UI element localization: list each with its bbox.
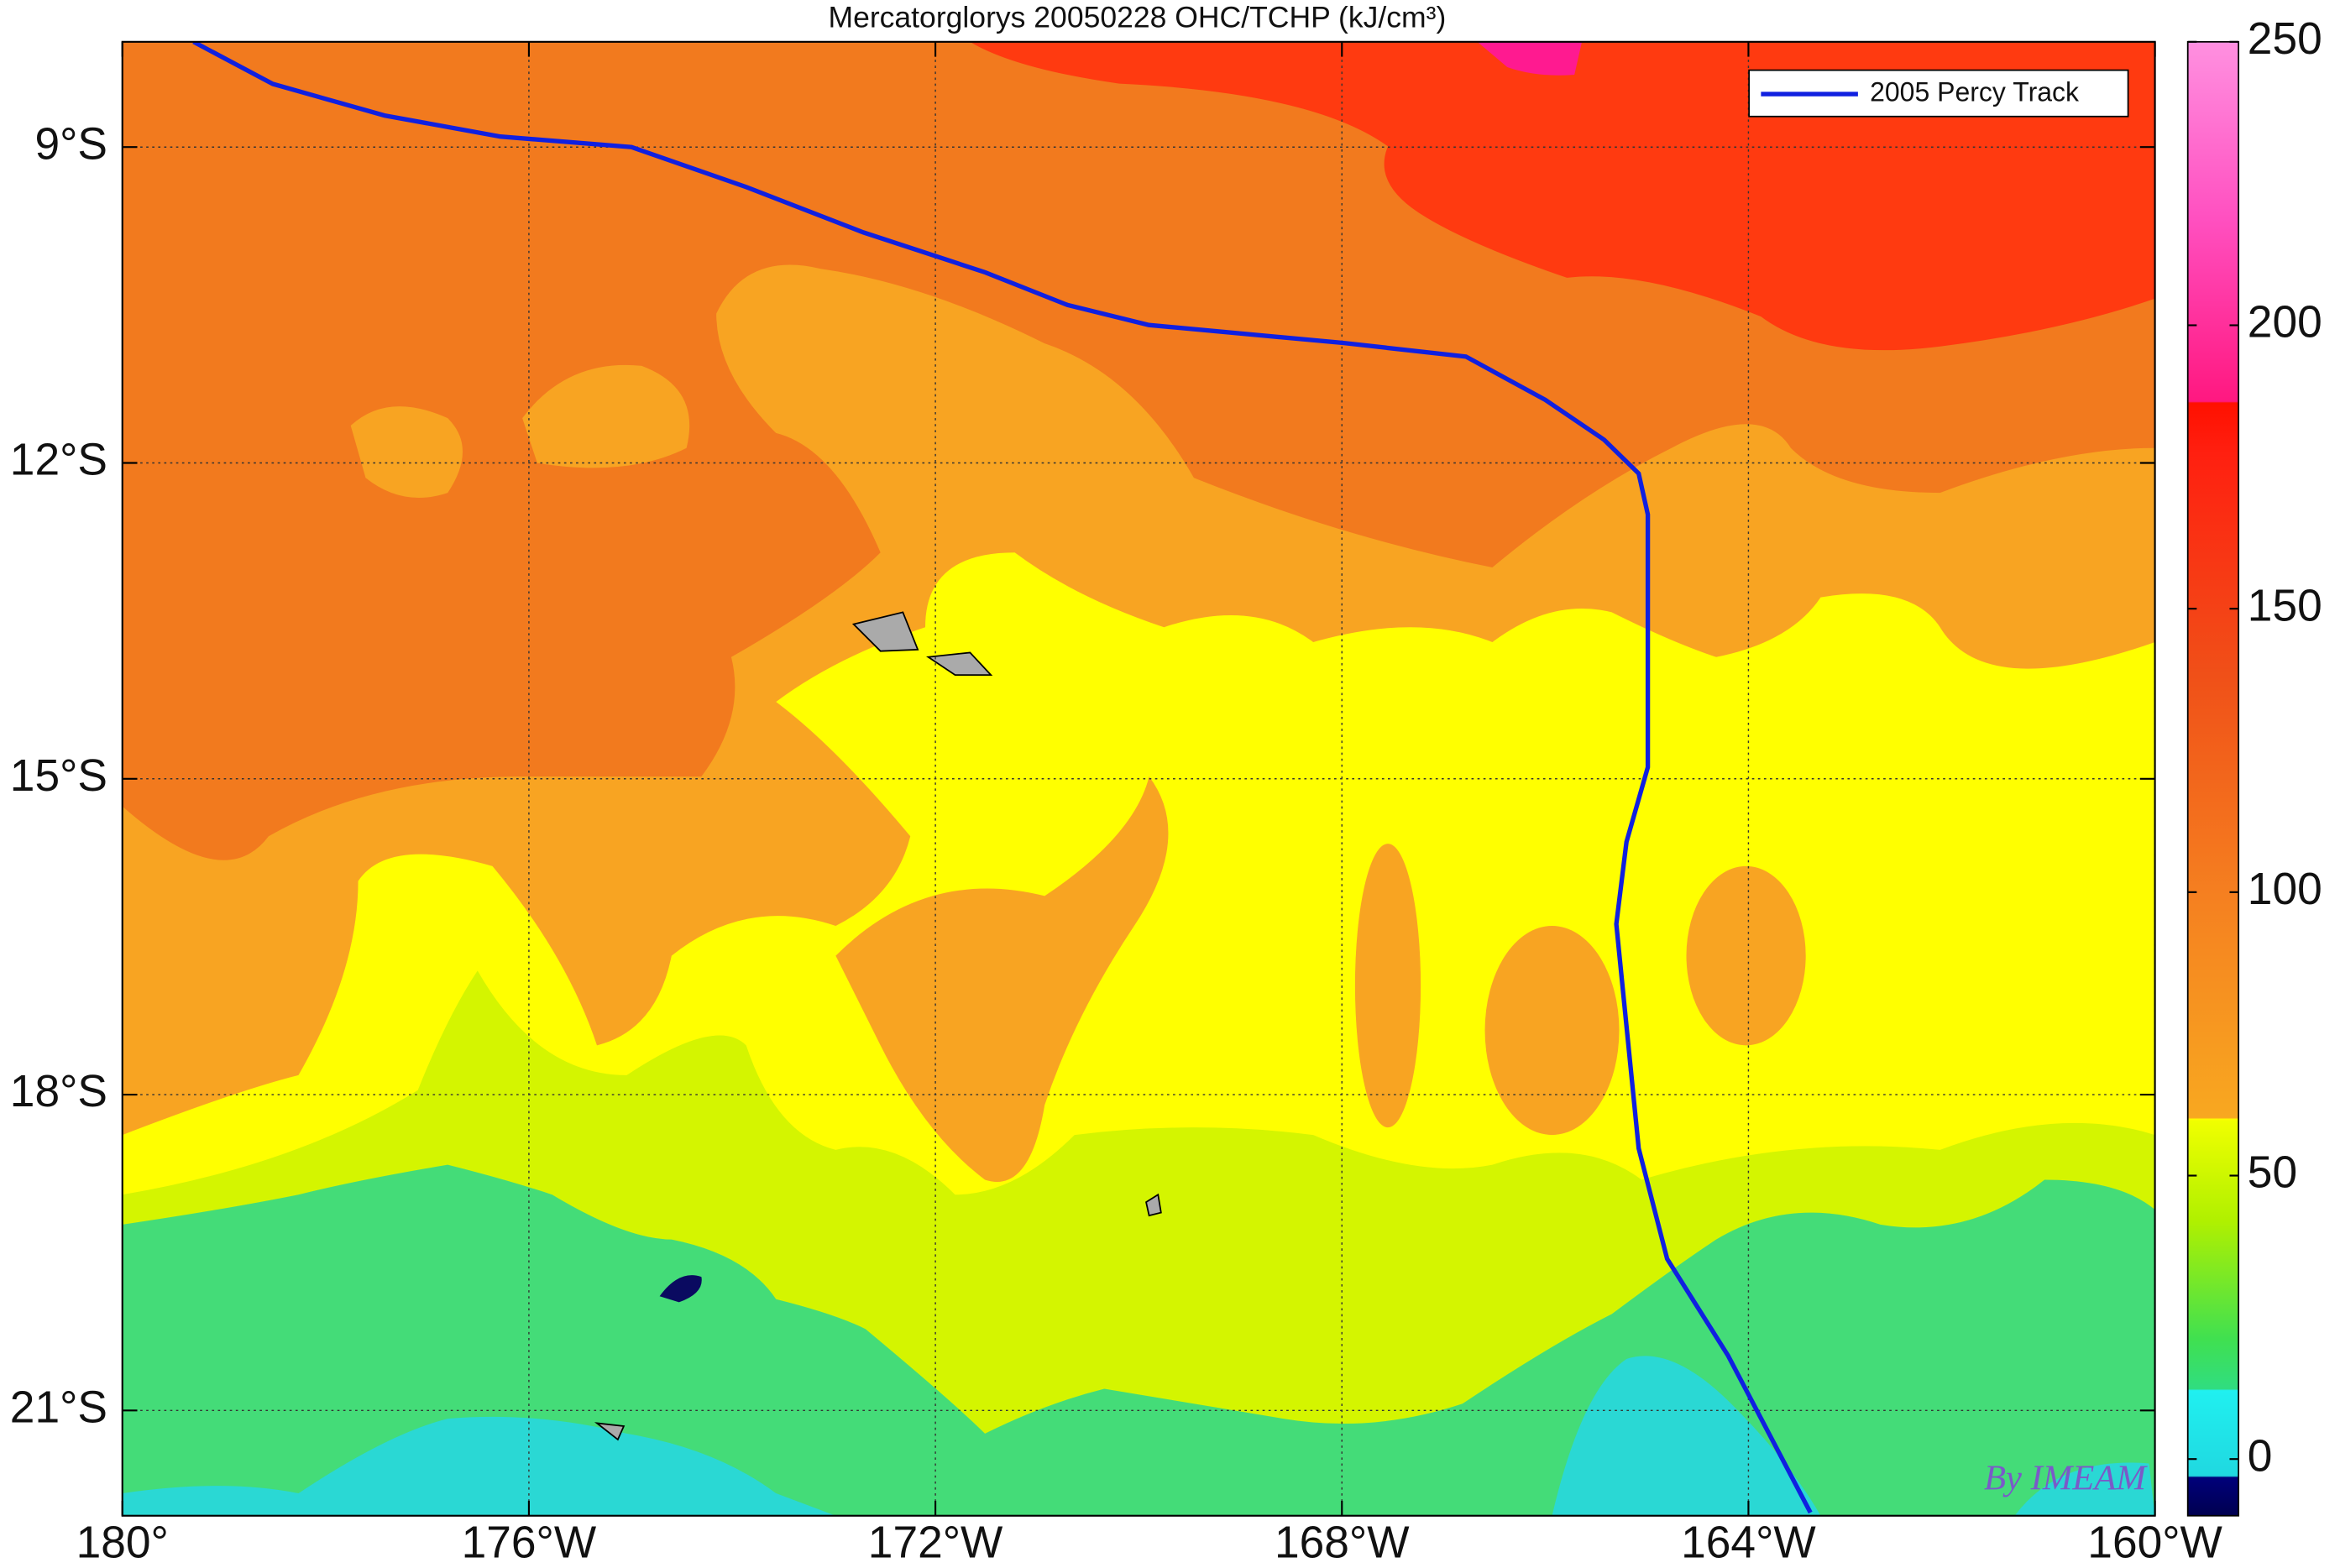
field-light-orange <box>1686 865 1806 1046</box>
field-light-orange <box>1354 844 1421 1128</box>
colorbar-ticks: 0 50 100 150 200 250 <box>2187 14 2322 1481</box>
field-pink <box>1477 41 1583 76</box>
field-light-orange <box>1484 926 1620 1136</box>
storm-track <box>192 41 1813 1514</box>
field-red <box>970 41 2155 351</box>
colorbar <box>2186 40 2240 1517</box>
chart-title: Mercatorglorys 20050228 OHC/TCHP (kJ/cm³… <box>828 1 1446 34</box>
x-tick-label: 164°W <box>1681 1518 1816 1567</box>
watermark: By IMEAM <box>1984 1459 2148 1498</box>
y-tick-label: 15°S <box>10 751 107 801</box>
y-tick-label: 21°S <box>10 1382 107 1432</box>
y-tick-label: 12°S <box>10 436 107 485</box>
colorbar-label: 100 <box>2248 865 2322 914</box>
ohc-field <box>122 41 2155 1516</box>
x-tick-label: 160°W <box>2087 1518 2222 1567</box>
x-tick-label: 180° <box>76 1518 169 1567</box>
x-tick-label: 168°W <box>1275 1518 1410 1567</box>
island <box>594 611 1162 1441</box>
colorbar-label: 50 <box>2248 1148 2297 1198</box>
field-light-orange <box>350 364 690 499</box>
plot-frame <box>121 40 2156 1517</box>
field-light-orange <box>835 776 1169 1182</box>
colorbar-label: 0 <box>2248 1431 2273 1481</box>
y-tick-label: 18°S <box>10 1067 107 1116</box>
grid: 180° 176°W 172°W 168°W 164°W 160°W 9°S 12°S 15°S… <box>10 41 2223 1567</box>
legend: 2005 Percy Track <box>1748 69 2129 118</box>
colorbar-label: 250 <box>2248 14 2322 64</box>
track-layer <box>192 41 1813 1514</box>
field-cyan <box>122 1356 2155 1516</box>
colorbar-label: 200 <box>2248 298 2322 348</box>
field-navy <box>659 1275 702 1303</box>
colorbar-label: 150 <box>2248 581 2322 630</box>
y-tick-label: 9°S <box>34 119 107 169</box>
legend-label: 2005 Percy Track <box>1870 77 2080 107</box>
x-tick-label: 176°W <box>462 1518 597 1567</box>
x-tick-label: 172°W <box>868 1518 1003 1567</box>
